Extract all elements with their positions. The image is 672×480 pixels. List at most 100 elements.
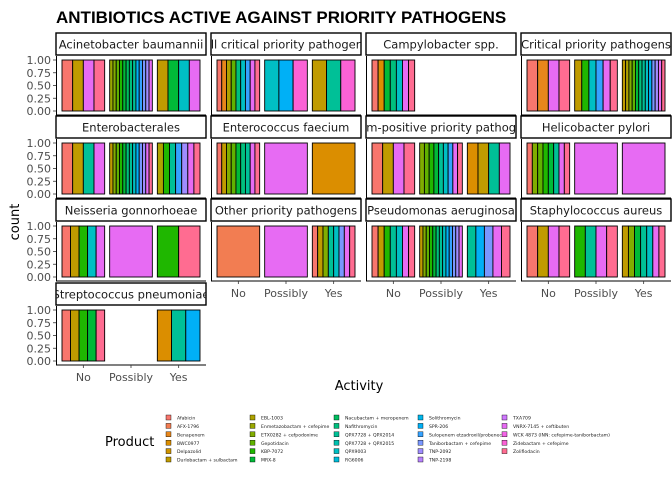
legend-label: TNP-2092 — [428, 449, 451, 455]
facet-strip — [55, 115, 207, 139]
facet-strip — [365, 32, 517, 56]
bar-segment-no — [249, 142, 256, 195]
bar-segment-possibly — [119, 59, 124, 112]
legend-item: KBP-7072 — [249, 448, 283, 455]
bar-segment-possibly — [135, 59, 140, 112]
bar-segment-possibly — [264, 142, 308, 195]
facet-strip-label: Acinetobacter baumannii — [59, 38, 204, 52]
legend-label: EBL-1003 — [261, 416, 283, 422]
legend-swatch — [249, 431, 256, 437]
legend-swatch — [165, 431, 172, 437]
bar-segment-possibly — [109, 225, 153, 278]
legend-item: ETX0282 + cefpodoxime — [249, 431, 318, 438]
bar-segment-yes — [171, 309, 187, 362]
y-tick-label: 0.25 — [27, 342, 52, 355]
bar-segment-possibly — [128, 59, 134, 112]
facet-campylobacter-spp: Campylobacter spp. — [365, 32, 517, 116]
y-tick-label: 1.00 — [27, 304, 52, 317]
bar-segment-no — [93, 59, 106, 112]
legend-label: Gepotidacin — [261, 441, 289, 447]
legend-swatch — [417, 414, 424, 421]
legend-item: Benapenem — [165, 431, 205, 438]
bar-segment-yes — [621, 59, 627, 112]
x-tick-label: No — [76, 371, 91, 384]
bar-segment-yes — [156, 59, 169, 112]
bar-segment-no — [383, 59, 391, 112]
facet-strip-label: Enterobacterales — [82, 121, 180, 135]
facet-strip-label: All critical priority pathogens — [203, 38, 369, 52]
bar-segment-possibly — [115, 59, 120, 112]
facet-panels: Acinetobacter baumannii0.000.250.500.751… — [27, 32, 672, 384]
bar-segment-possibly — [574, 225, 586, 278]
bar-segment-yes — [477, 142, 490, 195]
product-legend: Product Afabicin AFX-1796 Benapenem BWC0977… — [105, 414, 610, 464]
bar-segment-no — [61, 142, 74, 195]
legend-label: BWC0977 — [177, 441, 200, 447]
facet-strip — [520, 32, 672, 56]
legend-item: AFX-1796 — [165, 423, 199, 430]
bar-segment-no — [95, 225, 106, 278]
bar-segment-no — [395, 59, 403, 112]
legend-label: Delpazolid — [177, 449, 201, 455]
bar-segment-no — [235, 142, 242, 195]
bar-segment-possibly — [581, 59, 590, 112]
legend-swatch — [165, 448, 172, 454]
legend-swatch — [501, 431, 508, 437]
legend-item: Enmetazobactam + cefepime — [249, 423, 330, 430]
x-tick-label: Possibly — [419, 287, 464, 300]
bar-segment-possibly — [138, 142, 143, 195]
bar-segment-possibly — [264, 59, 280, 112]
bar-segment-no — [221, 142, 227, 195]
facet-strip — [55, 282, 207, 306]
facet-strip-label: Critical priority pathogens — [521, 38, 671, 52]
legend-swatch — [333, 431, 340, 437]
bar-segment-possibly — [574, 59, 583, 112]
y-tick-label: 1.00 — [27, 137, 52, 150]
legend-label: ETX0282 + cefpodoxime — [261, 432, 318, 438]
bar-segment-possibly — [423, 142, 430, 195]
legend-item: SPR-206 — [417, 423, 448, 430]
legend-item: BWC0977 — [165, 440, 200, 447]
bar-segment-no — [371, 142, 384, 195]
bar-segment-yes — [156, 142, 164, 195]
bar-segment-possibly — [602, 59, 611, 112]
bar-segment-no — [61, 309, 71, 362]
legend-swatch — [249, 440, 256, 446]
bar-segment-yes — [646, 225, 654, 278]
bar-segment-yes — [492, 225, 502, 278]
x-tick-label: Possibly — [264, 287, 309, 300]
bar-segment-possibly — [122, 59, 127, 112]
bar-segment-yes — [654, 59, 659, 112]
bar-segment-no — [547, 142, 555, 195]
facet-strip-label: Gram-positive priority pathogens — [346, 121, 537, 135]
facet-strip — [210, 115, 362, 139]
bar-segment-no — [537, 59, 549, 112]
bar-segment-possibly — [425, 225, 430, 278]
bar-segment-no — [221, 59, 227, 112]
bar-segment-yes — [156, 309, 173, 362]
bar-segment-possibly — [125, 59, 130, 112]
facet-strip-label: Enterococcus faecium — [223, 121, 350, 135]
y-axis-label: count — [8, 204, 23, 241]
legend-label: Taniborbactam + cefepime — [428, 441, 491, 447]
bar-segment-possibly — [138, 59, 143, 112]
legend-swatch — [417, 448, 424, 454]
bar-segment-yes — [621, 225, 629, 278]
legend-swatch — [333, 440, 340, 446]
bar-segment-no — [78, 225, 89, 278]
legend-swatch — [165, 440, 172, 446]
facet-strip-label: Other priority pathogens — [215, 204, 357, 218]
x-axis-label: Activity — [335, 379, 384, 394]
bar-segment-possibly — [142, 59, 147, 112]
bar-segment-possibly — [142, 142, 147, 195]
facet-strip — [520, 198, 672, 222]
facet-pseudomonas-aeruginosa: Pseudomonas aeruginosa No Possibly Yes — [365, 198, 517, 300]
bar-segment-possibly — [588, 59, 597, 112]
bar-segment-possibly — [112, 142, 117, 195]
bar-segment-possibly — [432, 225, 437, 278]
bar-segment-no — [553, 142, 560, 195]
bar-segment-yes — [333, 225, 340, 278]
legend-swatch — [333, 456, 340, 463]
bar-segment-yes — [628, 59, 633, 112]
